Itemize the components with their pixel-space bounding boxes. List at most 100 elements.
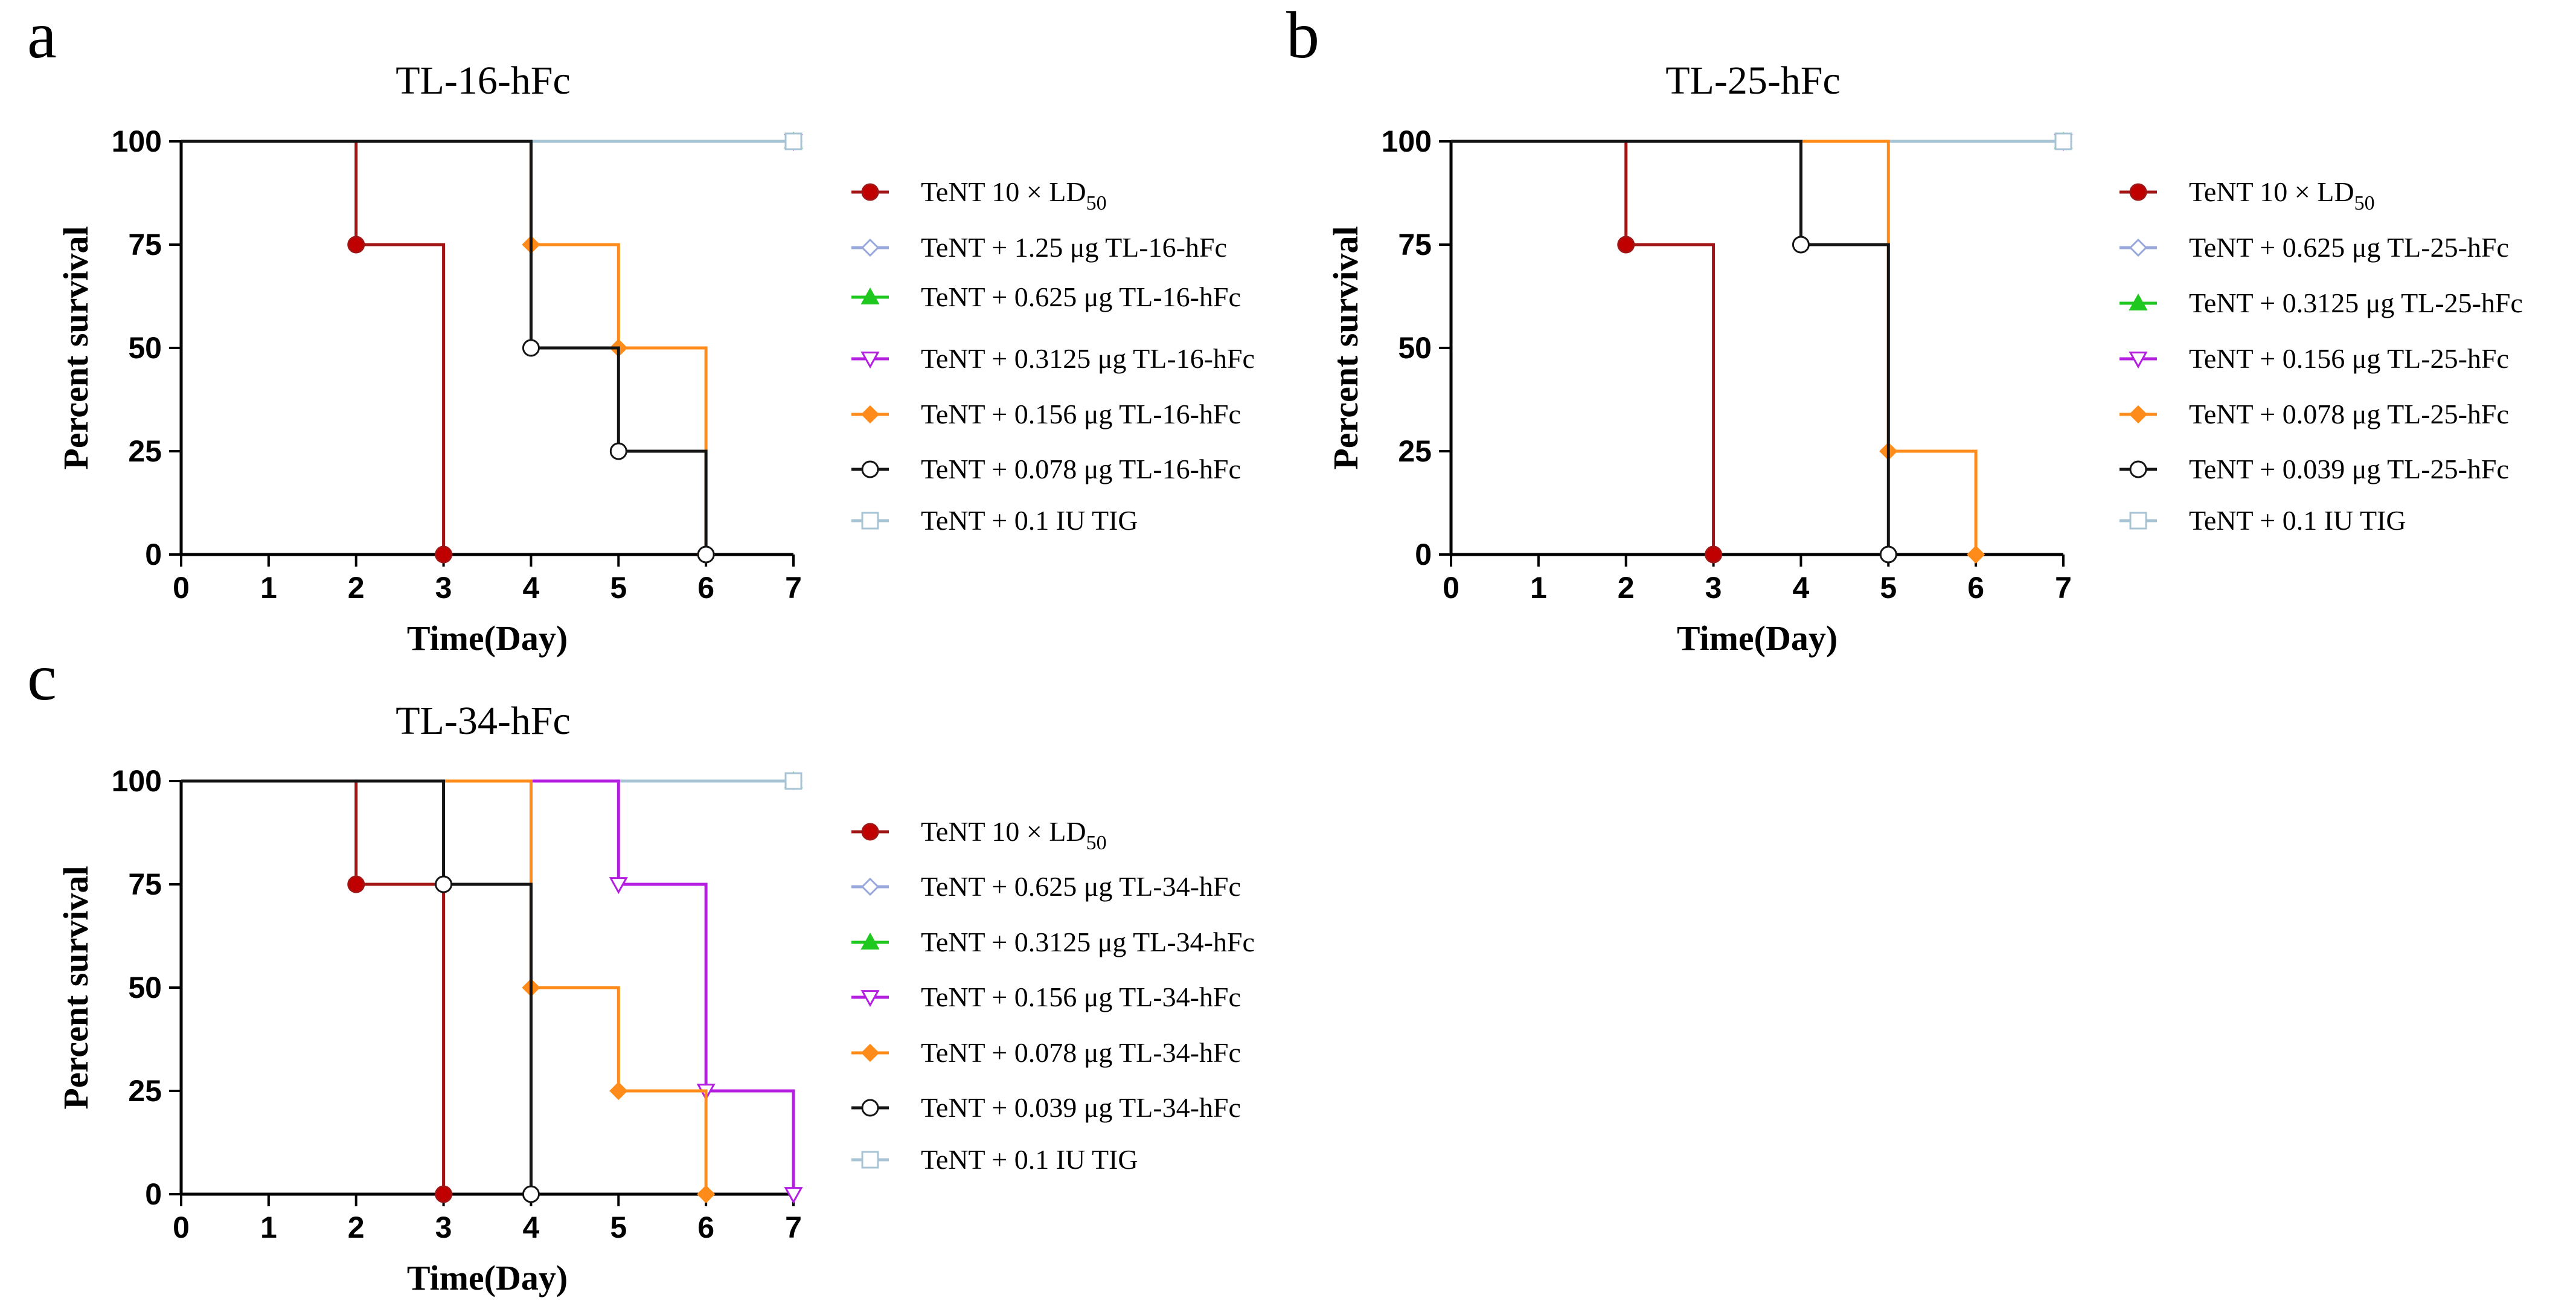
x-tick-label: 3 [435, 571, 452, 605]
y-tick-label: 25 [128, 1074, 162, 1108]
legend-item: TeNT + 0.156 μg TL-34-hFc [851, 982, 1241, 1012]
legend-marker [860, 287, 880, 304]
legend-item: TeNT + 0.1 IU TIG [851, 1144, 1138, 1175]
y-tick-label: 100 [112, 764, 162, 798]
data-point [1617, 236, 1635, 254]
legend-label: TeNT + 0.1 IU TIG [921, 1144, 1138, 1175]
series-5 [181, 779, 716, 1204]
y-tick-label: 0 [145, 538, 162, 571]
legend-label: TeNT 10 × LD50 [921, 816, 1107, 854]
legend-item: TeNT + 0.3125 μg TL-34-hFc [851, 927, 1255, 957]
x-tick-label: 5 [1880, 571, 1897, 605]
legend-label: TeNT + 0.156 μg TL-16-hFc [921, 399, 1241, 429]
legend-item: TeNT + 0.039 μg TL-34-hFc [851, 1092, 1241, 1123]
legend-label: TeNT + 0.625 μg TL-16-hFc [921, 281, 1241, 312]
legend-marker [861, 183, 879, 201]
x-tick-label: 6 [697, 571, 714, 605]
legend-marker [860, 932, 880, 950]
legend-label: TeNT + 0.625 μg TL-25-hFc [2189, 232, 2509, 263]
legend-marker [861, 1099, 879, 1117]
series-5 [1451, 140, 1985, 564]
legend-marker [860, 877, 880, 896]
data-point [784, 772, 803, 790]
x-tick-label: 7 [785, 1211, 802, 1244]
x-tick-label: 6 [1967, 571, 1984, 605]
y-tick-label: 75 [1398, 228, 1432, 262]
legend-label: TeNT + 0.078 μg TL-16-hFc [921, 454, 1241, 484]
x-tick-label: 7 [2055, 571, 2072, 605]
legend-item: TeNT + 0.156 μg TL-25-hFc [2119, 343, 2509, 374]
x-tick-label: 4 [1793, 571, 1810, 605]
legend-marker [861, 1151, 879, 1169]
x-tick-label: 3 [1705, 571, 1722, 605]
legend-label: TeNT + 0.625 μg TL-34-hFc [921, 871, 1241, 902]
data-point [1879, 545, 1897, 564]
x-tick-label: 3 [435, 1211, 452, 1244]
x-tick-label: 2 [348, 1211, 365, 1244]
series-6 [181, 140, 715, 564]
legend-item: TeNT + 1.25 μg TL-16-hFc [851, 232, 1227, 263]
x-tick-label: 5 [610, 571, 627, 605]
x-tick-label: 0 [173, 571, 190, 605]
series-1 [181, 779, 453, 1203]
data-point [522, 1185, 540, 1203]
legend-marker [860, 238, 880, 257]
legend-item: TeNT + 0.1 IU TIG [2119, 505, 2406, 536]
y-tick-label: 50 [1398, 331, 1432, 365]
series-6 [1451, 140, 1897, 564]
series-line [181, 140, 446, 555]
y-tick-label: 25 [1398, 434, 1432, 468]
legend-label: TeNT + 0.1 IU TIG [921, 505, 1138, 536]
legend-marker [860, 990, 880, 1008]
x-tick-label: 1 [260, 1211, 277, 1244]
legend-item: TeNT 10 × LD50 [851, 816, 1107, 854]
data-point [697, 1185, 716, 1204]
legend-subscript: 50 [2354, 192, 2375, 214]
y-tick-label: 75 [128, 228, 162, 262]
data-point [435, 1185, 453, 1203]
legend-item: TeNT + 0.078 μg TL-25-hFc [2119, 399, 2509, 429]
legend-marker [2129, 183, 2147, 201]
legend-label: TeNT + 0.039 μg TL-34-hFc [921, 1092, 1241, 1123]
panel-letter: a [27, 0, 57, 72]
legend-marker [861, 823, 879, 841]
y-axis-label: Percent survival [56, 866, 95, 1109]
series-line [181, 779, 708, 1194]
legend-label: TeNT 10 × LD50 [2189, 176, 2375, 214]
y-tick-label: 0 [1415, 538, 1432, 571]
x-tick-label: 0 [173, 1211, 190, 1244]
legend-label: TeNT + 0.156 μg TL-34-hFc [921, 982, 1241, 1012]
legend-marker [860, 352, 880, 369]
legend-marker [861, 460, 879, 478]
legend-label: TeNT + 0.3125 μg TL-16-hFc [921, 343, 1255, 374]
x-tick-label: 7 [785, 571, 802, 605]
legend-item: TeNT + 0.1 IU TIG [851, 505, 1138, 536]
data-point [435, 545, 453, 564]
legend-item: TeNT + 0.3125 μg TL-25-hFc [2119, 288, 2523, 318]
y-tick-label: 50 [128, 331, 162, 365]
data-point [2054, 132, 2072, 150]
data-point [435, 875, 453, 893]
legend-item: TeNT + 0.078 μg TL-16-hFc [851, 454, 1241, 484]
x-tick-label: 4 [523, 1211, 540, 1244]
legend-subscript: 50 [1086, 832, 1107, 854]
y-tick-label: 100 [112, 124, 162, 158]
data-point [609, 442, 627, 460]
legend-marker [2129, 405, 2148, 424]
legend-label: TeNT + 0.039 μg TL-25-hFc [2189, 454, 2509, 484]
x-axis-label: Time(Day) [1677, 619, 1837, 658]
legend-item: TeNT 10 × LD50 [851, 176, 1107, 214]
y-tick-label: 75 [128, 867, 162, 901]
y-tick-label: 25 [128, 434, 162, 468]
x-tick-label: 2 [348, 571, 365, 605]
legend-item: TeNT + 0.156 μg TL-16-hFc [851, 399, 1241, 429]
legend-label: TeNT + 0.156 μg TL-25-hFc [2189, 343, 2509, 374]
series-4 [181, 779, 803, 1204]
legend-item: TeNT + 0.078 μg TL-34-hFc [851, 1037, 1241, 1068]
x-tick-label: 5 [610, 1211, 627, 1244]
chart-title: TL-25-hFc [1665, 59, 1841, 103]
legend-label: TeNT + 0.3125 μg TL-34-hFc [921, 927, 1255, 957]
chart-title: TL-16-hFc [396, 59, 571, 103]
legend-marker [2129, 238, 2148, 257]
